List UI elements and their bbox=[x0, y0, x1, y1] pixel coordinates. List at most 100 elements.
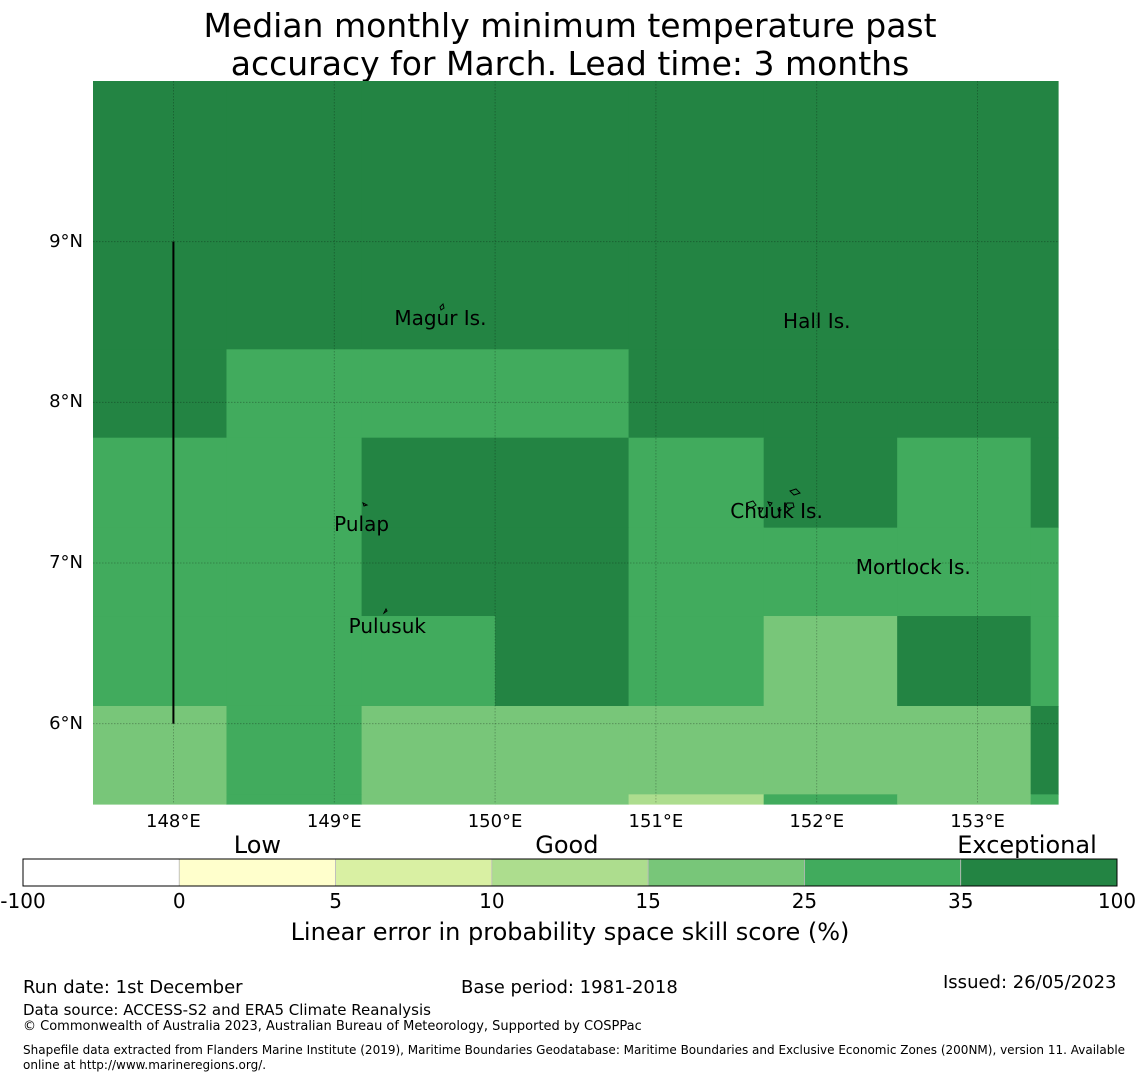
skill-cell bbox=[1030, 794, 1059, 805]
skill-cell bbox=[628, 81, 765, 350]
longitude-tick-label: 151°E bbox=[628, 811, 684, 832]
island-outline bbox=[777, 508, 782, 513]
skill-cell bbox=[226, 705, 363, 795]
place-label: Chuuk Is. bbox=[730, 498, 823, 523]
place-label: Magur Is. bbox=[394, 305, 487, 330]
skill-cell bbox=[361, 616, 496, 707]
skill-cell bbox=[226, 616, 363, 707]
skill-cell bbox=[93, 705, 228, 795]
skill-cell bbox=[1030, 616, 1059, 707]
base-period: Base period: 1981-2018 bbox=[461, 977, 678, 998]
colorbar-segment bbox=[647, 858, 805, 887]
skill-cell bbox=[763, 794, 898, 805]
colorbar-tick-label: 10 bbox=[479, 889, 505, 913]
colorbar-tick-label: 35 bbox=[947, 889, 974, 913]
colorbar-tick-label: -100 bbox=[0, 889, 46, 913]
latitude-tick-label: 8°N bbox=[49, 391, 83, 413]
island-outline bbox=[757, 507, 764, 513]
colorbar-tick-label: 15 bbox=[635, 889, 661, 913]
shapefile-credit-line-1: Shapefile data extracted from Flanders M… bbox=[23, 1043, 1126, 1057]
island-outline bbox=[362, 502, 369, 507]
skill-cell bbox=[361, 437, 496, 529]
skill-cell bbox=[763, 705, 898, 795]
skill-cell bbox=[763, 616, 898, 707]
colorbar-segment bbox=[178, 858, 336, 887]
longitude-tick-label: 150°E bbox=[467, 811, 523, 832]
skill-cell bbox=[897, 794, 1032, 805]
skill-cell bbox=[495, 794, 630, 805]
skill-cell bbox=[897, 437, 1032, 529]
skill-cell bbox=[361, 81, 496, 350]
skill-category-label: Exceptional bbox=[957, 831, 1097, 859]
skill-cell bbox=[1030, 527, 1059, 617]
skill-cell bbox=[93, 616, 228, 707]
longitude-tick-label: 149°E bbox=[306, 811, 362, 832]
colorbar-segment bbox=[804, 858, 962, 887]
skill-cell bbox=[226, 349, 363, 439]
skill-cell bbox=[226, 437, 363, 529]
skill-cell bbox=[361, 794, 496, 805]
skill-cell bbox=[495, 81, 630, 350]
skill-cell bbox=[763, 527, 898, 617]
skill-cell bbox=[495, 437, 630, 529]
skill-cell bbox=[93, 527, 228, 617]
skill-cell bbox=[93, 794, 228, 805]
island-outline bbox=[746, 500, 757, 509]
skill-cells bbox=[93, 81, 1059, 805]
colorbar-segment bbox=[335, 858, 493, 887]
skill-cell bbox=[628, 527, 765, 617]
colorbar-outline bbox=[22, 858, 1118, 887]
shapefile-credit-line-2: online at http://www.marineregions.org/. bbox=[23, 1058, 267, 1072]
skill-cell bbox=[226, 81, 363, 350]
colorbar-tick-label: 25 bbox=[791, 889, 818, 913]
longitude-tick-label: 153°E bbox=[950, 811, 1005, 832]
skill-category-label: Good bbox=[535, 831, 599, 859]
skill-cell bbox=[897, 705, 1032, 795]
skill-cell bbox=[93, 349, 228, 439]
skill-cell bbox=[763, 349, 898, 439]
latitude-tick-label: 6°N bbox=[49, 712, 83, 734]
colorbar-label: Linear error in probability space skill … bbox=[290, 918, 850, 946]
skill-cell bbox=[1030, 349, 1059, 439]
place-label: Mortlock Is. bbox=[855, 554, 971, 579]
skill-cell bbox=[361, 527, 496, 617]
island-outline bbox=[439, 303, 445, 311]
skill-cell bbox=[495, 349, 630, 439]
island-outline bbox=[767, 501, 773, 507]
skill-cell bbox=[226, 794, 363, 805]
skill-cell bbox=[1030, 81, 1059, 350]
data-source: Data source: ACCESS-S2 and ERA5 Climate … bbox=[23, 1001, 431, 1019]
colorbar-tick-label: 100 bbox=[1097, 889, 1137, 913]
place-label: Hall Is. bbox=[783, 309, 851, 334]
colorbar-segment bbox=[960, 858, 1118, 887]
skill-category-label: Low bbox=[233, 831, 282, 859]
skill-cell bbox=[226, 527, 363, 617]
island-outline bbox=[789, 488, 801, 496]
skill-cell bbox=[93, 437, 228, 529]
colorbar-segment bbox=[22, 858, 180, 887]
colorbar-tick-label: 5 bbox=[329, 889, 342, 913]
skill-cell bbox=[361, 705, 496, 795]
longitude-tick-label: 152°E bbox=[789, 811, 845, 832]
skill-cell bbox=[93, 81, 228, 350]
skill-cell bbox=[628, 349, 765, 439]
skill-cell bbox=[628, 437, 765, 529]
skill-cell bbox=[1030, 705, 1059, 795]
latitude-tick-label: 9°N bbox=[49, 230, 83, 252]
island-outline bbox=[785, 502, 795, 510]
place-label: Pulusuk bbox=[348, 614, 426, 639]
skill-cell bbox=[897, 527, 1032, 617]
skill-cell bbox=[628, 794, 765, 805]
colorbar-segment bbox=[491, 858, 649, 887]
skill-cell bbox=[361, 349, 496, 439]
skill-cell bbox=[495, 616, 630, 707]
chart-title-line-2: accuracy for March. Lead time: 3 months bbox=[230, 44, 910, 83]
skill-cell bbox=[628, 705, 765, 795]
chart-title-line-1: Median monthly minimum temperature past bbox=[203, 6, 937, 45]
island-outlines bbox=[362, 303, 801, 615]
place-label: Pulap bbox=[334, 511, 390, 536]
latitude-tick-label: 7°N bbox=[49, 552, 83, 573]
skill-cell bbox=[763, 437, 898, 529]
skill-cell bbox=[763, 81, 898, 350]
